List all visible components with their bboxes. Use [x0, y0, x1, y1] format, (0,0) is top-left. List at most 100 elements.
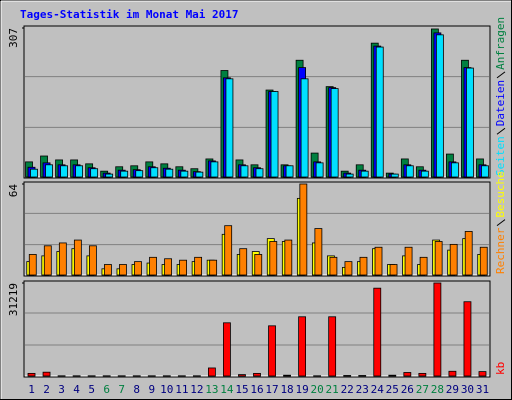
x-tick-label: 19 [295, 383, 308, 396]
bar [345, 173, 354, 178]
x-tick-label: 5 [88, 383, 95, 396]
bar [315, 162, 324, 178]
x-tick-label: 9 [148, 383, 155, 396]
plot-area [23, 25, 491, 179]
bar [194, 256, 203, 276]
bar [298, 316, 306, 377]
bar [120, 170, 129, 178]
legend-entry: Besuche [494, 171, 507, 217]
bar [360, 170, 369, 178]
y-tick-label: 31219 [7, 283, 20, 316]
legend-entry: kb [494, 362, 507, 375]
x-tick-label: 27 [416, 383, 429, 396]
bar [104, 264, 112, 276]
bar [328, 316, 337, 377]
bar [284, 239, 293, 276]
plot-area [23, 280, 491, 378]
bar [419, 256, 428, 276]
x-tick-label: 31 [476, 383, 489, 396]
bar [389, 264, 398, 276]
bar [466, 67, 474, 178]
bar [464, 231, 473, 276]
bar [405, 165, 414, 178]
bar [420, 170, 429, 178]
bar [238, 374, 246, 377]
bar [285, 165, 294, 178]
bar [479, 246, 488, 276]
bar [330, 88, 339, 178]
bar [208, 367, 216, 377]
x-tick-label: 11 [175, 383, 188, 396]
x-tick-label: 6 [103, 383, 110, 396]
bar [253, 372, 261, 377]
bar [27, 372, 36, 377]
bar [195, 171, 204, 178]
bar [358, 375, 367, 377]
bar [463, 301, 472, 377]
x-tick-label: 28 [431, 383, 444, 396]
x-tick-label: 29 [446, 383, 459, 396]
x-tick-label: 26 [401, 383, 414, 396]
bar [451, 162, 459, 178]
bar [418, 372, 427, 377]
bar [45, 164, 53, 178]
bar [179, 259, 187, 276]
bar [344, 261, 353, 276]
x-tick-label: 7 [118, 383, 125, 396]
x-tick-label: 2 [43, 383, 50, 396]
bar [478, 371, 487, 377]
x-tick-label: 1 [28, 383, 35, 396]
y-tick-label: 64 [7, 184, 20, 198]
bar [449, 243, 458, 276]
x-tick-label: 17 [265, 383, 278, 396]
x-tick-label: 10 [160, 383, 173, 396]
x-tick-label: 25 [386, 383, 399, 396]
bar [359, 256, 368, 276]
bar [314, 228, 323, 276]
x-tick-label: 16 [250, 383, 263, 396]
bar [134, 261, 142, 276]
bar [374, 246, 383, 276]
legend-entry: Seiten [494, 136, 507, 176]
bar [270, 91, 279, 178]
x-tick-label: 24 [371, 383, 385, 396]
legend-entry: Dateien [494, 80, 507, 126]
bar [373, 287, 382, 377]
bar [404, 246, 413, 276]
bar [300, 78, 309, 178]
bar [283, 374, 291, 377]
bar [240, 165, 249, 178]
bar [269, 241, 278, 276]
bar [209, 259, 218, 276]
bar [43, 245, 52, 276]
bar [433, 282, 442, 377]
legend-entry: Anfragen [494, 17, 507, 70]
bar [448, 370, 457, 377]
bar [119, 264, 127, 276]
bar [343, 375, 352, 377]
bar [42, 371, 51, 377]
bar [375, 46, 384, 178]
y-tick-label: 307 [7, 28, 20, 48]
bar [225, 78, 234, 178]
chart-title: Tages-Statistik im Monat Mai 2017 [20, 8, 239, 21]
bar [481, 165, 489, 178]
bar [150, 167, 159, 178]
bar [58, 242, 67, 276]
bar [75, 165, 84, 178]
bar [299, 183, 308, 276]
x-tick-label: 12 [190, 383, 203, 396]
x-tick-label: 14 [220, 383, 234, 396]
bar [60, 165, 68, 178]
bar [149, 256, 157, 276]
x-tick-label: 15 [235, 383, 248, 396]
bar [88, 245, 97, 276]
bar [30, 168, 38, 178]
bar [255, 168, 264, 178]
legend-separator [496, 219, 506, 227]
x-tick-label: 18 [280, 383, 293, 396]
x-tick-label: 8 [133, 383, 140, 396]
bar [434, 241, 443, 276]
